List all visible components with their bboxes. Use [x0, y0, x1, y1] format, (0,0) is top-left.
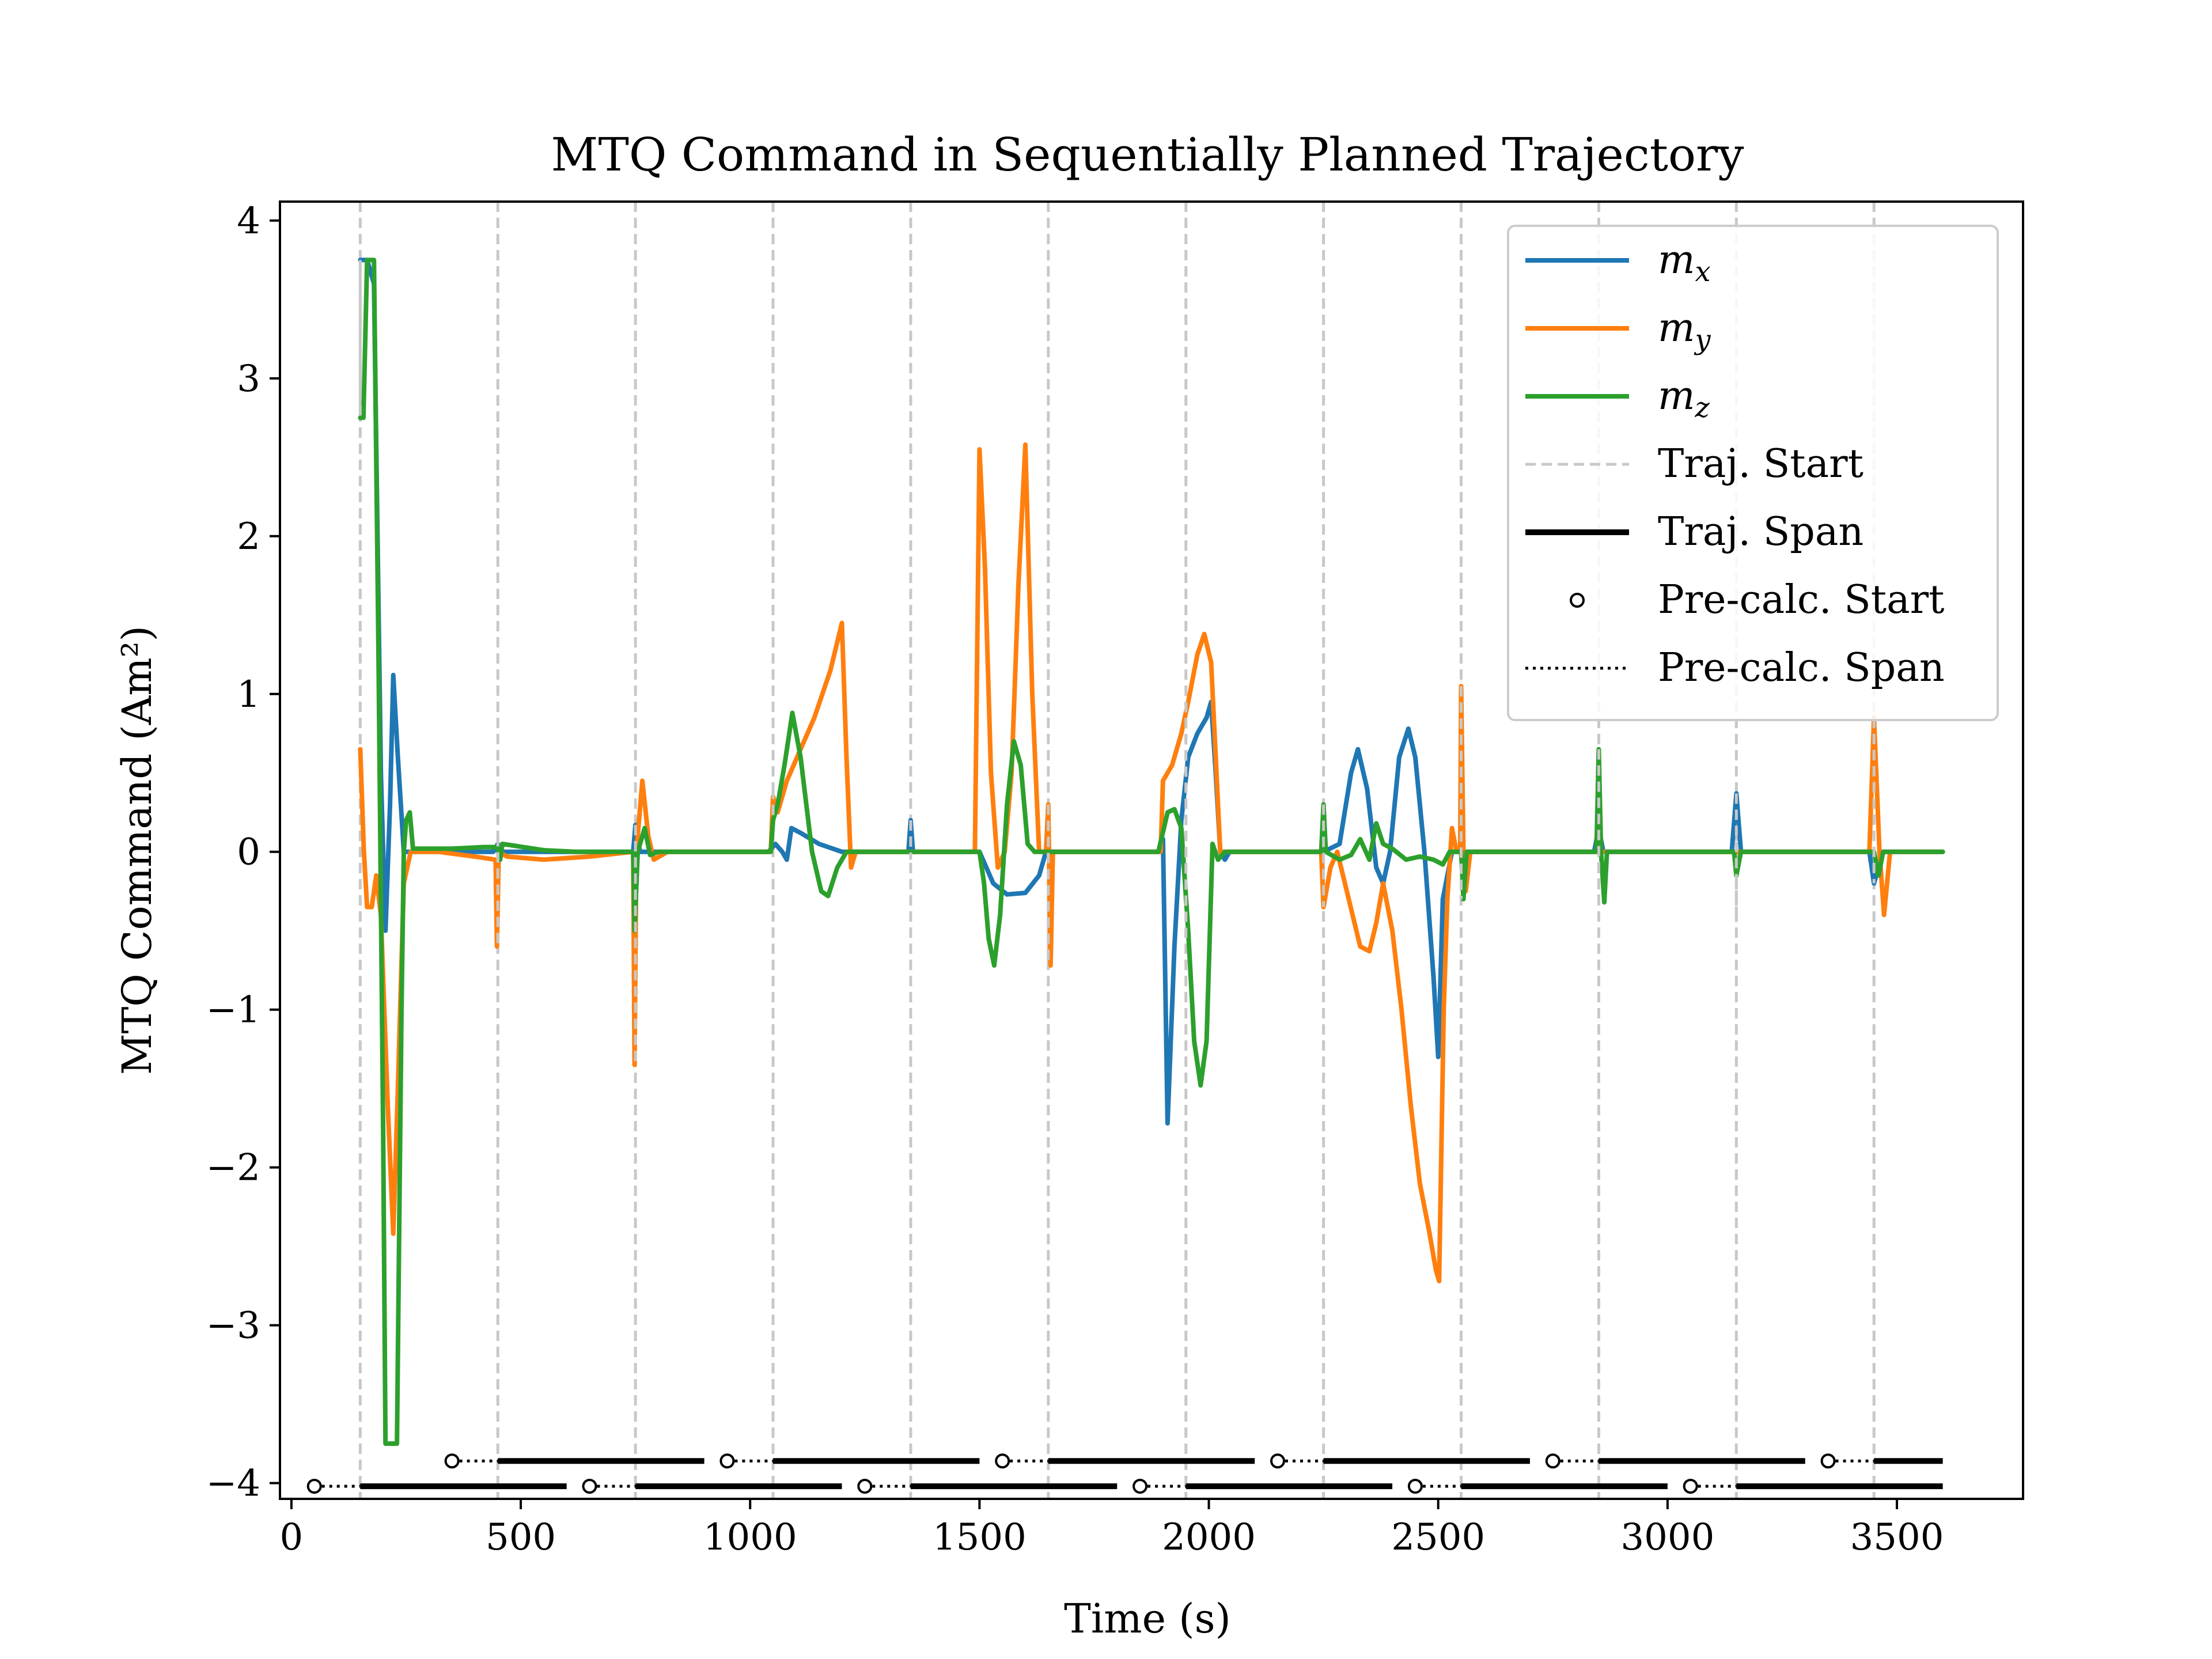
y-tick-label: 4	[237, 200, 260, 243]
pre-calc-start-marker	[444, 1453, 460, 1469]
y-tick-label: −4	[206, 1463, 260, 1505]
x-tick-label: 1500	[933, 1516, 1027, 1559]
legend-label-mz: mz	[1658, 373, 1710, 424]
y-axis-ticks: 4 3 2 1 0 −1 −2 −3 −4	[206, 200, 280, 1505]
plot-area	[306, 202, 1945, 1499]
y-tick-label: 3	[237, 358, 260, 400]
x-tick-label: 3000	[1620, 1516, 1714, 1559]
legend-label-pre_span: Pre-calc. Span	[1658, 645, 1945, 691]
y-tick-label: 0	[237, 831, 260, 874]
x-tick-label: 500	[486, 1516, 556, 1559]
pre-calc-start-marker	[719, 1453, 735, 1469]
pre-calc-start-marker	[306, 1479, 322, 1494]
x-tick-label: 2000	[1162, 1516, 1256, 1559]
legend-label-traj_span: Traj. Span	[1658, 509, 1863, 555]
pre-calc-start-marker	[995, 1453, 1010, 1469]
x-tick-label: 0	[280, 1516, 304, 1559]
x-tick-label: 3500	[1850, 1516, 1944, 1559]
x-tick-label: 1000	[703, 1516, 797, 1559]
pre-calc-start-marker	[1683, 1479, 1698, 1494]
chart-title: MTQ Command in Sequentially Planned Traj…	[551, 128, 1744, 181]
series-line-mz	[358, 257, 1945, 1446]
legend-label-my: my	[1658, 305, 1711, 356]
y-tick-label: 1	[237, 673, 260, 716]
y-tick-label: −2	[206, 1147, 260, 1190]
legend-label-pre_start: Pre-calc. Start	[1658, 577, 1944, 623]
y-axis-label: MTQ Command (Am²)	[113, 626, 161, 1075]
y-tick-label: −1	[206, 989, 260, 1032]
legend-box	[1507, 225, 1999, 721]
x-tick-label: 2500	[1391, 1516, 1485, 1559]
pre-calc-start-marker	[857, 1479, 873, 1494]
plot-frame	[279, 200, 2024, 1500]
legend-label-mx: mx	[1658, 237, 1711, 288]
legend-swatch-pre_start	[1570, 593, 1585, 608]
pre-calc-start-marker	[1545, 1453, 1560, 1469]
y-tick-label: 2	[237, 516, 260, 558]
pre-calc-start-marker	[1820, 1453, 1836, 1469]
pre-calc-start-marker	[1132, 1479, 1148, 1494]
pre-calc-start-marker	[1407, 1479, 1423, 1494]
y-tick-label: −3	[206, 1305, 260, 1347]
pre-calc-start-marker	[582, 1479, 597, 1494]
legend: mx my mz Traj. Start Traj. Span Pre-calc. Sta…	[1507, 225, 1999, 721]
x-axis-label: Time (s)	[1064, 1595, 1231, 1642]
x-axis-ticks: 0 500 1000 1500 2000 2500 3000 3500	[280, 1499, 1944, 1559]
pre-calc-start-marker	[1270, 1453, 1285, 1469]
legend-label-traj_start: Traj. Start	[1658, 441, 1863, 487]
